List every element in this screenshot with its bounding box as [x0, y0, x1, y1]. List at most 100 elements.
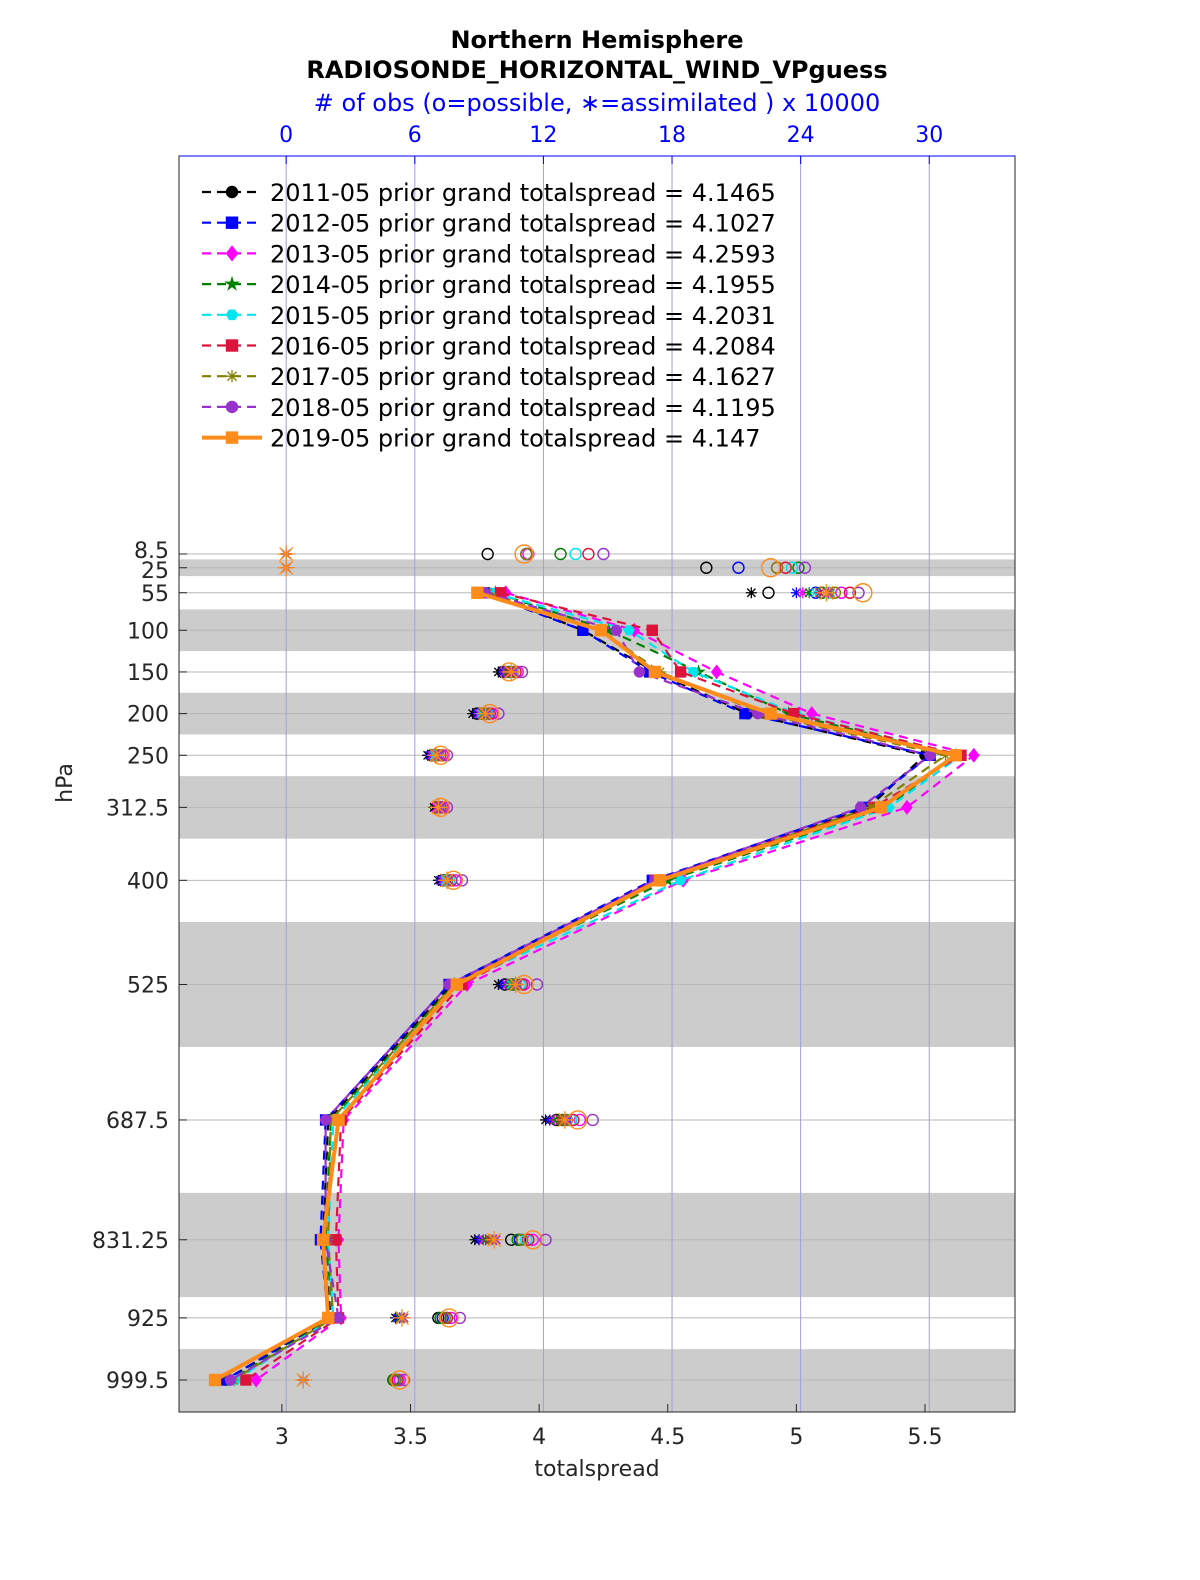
series-line-2014-05 [229, 591, 957, 1381]
obs-possible-11-3 [434, 1311, 447, 1325]
obs-possible-2-8 [853, 583, 873, 603]
obs-possible-12-7 [397, 1373, 411, 1387]
y-tick-label-1: 25 [141, 559, 169, 584]
series-point-2019-05-4 [949, 749, 963, 762]
top-tick-label-5: 30 [915, 123, 943, 148]
obs-possible-0-8 [514, 544, 534, 564]
obs-possible-0-7 [597, 547, 610, 561]
series-point-2019-05-2 [648, 665, 662, 679]
series-point-2018-05-8 [319, 1114, 332, 1126]
series-point-2016-05-2 [674, 666, 687, 678]
y-tick-label-13: 999.5 [106, 1369, 169, 1394]
x-tick-label-2: 4 [532, 1425, 546, 1450]
series-point-2019-05-8 [332, 1113, 345, 1127]
y-tick-label-0: 8.5 [134, 539, 169, 564]
obs-possible-1-3 [792, 561, 805, 574]
y-tick-label-10: 687.5 [106, 1109, 169, 1134]
top-tick-label-1: 6 [408, 123, 422, 148]
top-axis-label: # of obs (o=possible, ∗=assimilated ) x … [314, 89, 880, 117]
legend-marker-2013-05 [225, 245, 239, 262]
obs-possible-1-7 [798, 561, 812, 574]
legend-label-2012-05: 2012-05 prior grand totalspread = 4.1027 [270, 210, 776, 238]
y-tick-label-3: 100 [127, 619, 169, 644]
obs-possible-2-7 [852, 586, 865, 599]
obs-possible-7-7 [455, 874, 469, 887]
legend-marker-2015-05 [225, 309, 239, 321]
y-tick-label-8: 400 [127, 869, 169, 894]
obs-possible-0-6 [520, 547, 533, 561]
obs-assimilated-7-8 [438, 871, 456, 890]
obs-possible-0-0 [481, 547, 494, 561]
series-point-2015-05-6 [674, 875, 687, 886]
legend-marker-2012-05 [225, 216, 239, 229]
series-point-2019-05-3 [764, 707, 777, 720]
series-point-2018-05-2 [633, 666, 646, 678]
obs-possible-12-8 [390, 1370, 410, 1390]
legend-label-2011-05: 2011-05 prior grand totalspread = 4.1465 [270, 179, 776, 207]
series-point-2018-05-5 [854, 801, 867, 814]
series-point-2013-05-3 [806, 706, 818, 722]
series-point-2019-05-0 [471, 586, 484, 599]
series-point-2019-05-7 [450, 978, 464, 991]
x-tick-label-5: 5.5 [907, 1425, 942, 1450]
series-point-2013-05-11 [250, 1372, 262, 1388]
obs-assimilated-2-0 [745, 587, 757, 599]
obs-possible-11-8 [439, 1308, 459, 1328]
top-tick-label-3: 18 [658, 123, 686, 148]
x-axis-label: totalspread [534, 1457, 659, 1482]
series-point-2018-05-11 [224, 1374, 237, 1386]
obs-assimilated-4-8 [476, 704, 495, 723]
legend-label-2019-05: 2019-05 prior grand totalspread = 4.147 [270, 425, 760, 453]
series-point-2019-05-5 [875, 801, 888, 814]
series-point-2013-05-2 [710, 664, 723, 680]
legend-marker-2016-05 [225, 339, 239, 352]
obs-assimilated-6-8 [429, 798, 448, 817]
obs-possible-0-4 [569, 547, 582, 561]
legend-label-2018-05: 2018-05 prior grand totalspread = 4.1195 [270, 394, 776, 422]
obs-assimilated-0-8 [277, 545, 295, 563]
obs-assimilated-2-2 [797, 587, 809, 599]
obs-assimilated-10-8 [485, 1230, 503, 1249]
obs-assimilated-1-8 [277, 558, 295, 577]
shaded-band-5 [179, 1192, 1015, 1298]
x-tick-label-1: 3.5 [393, 1425, 428, 1450]
obs-possible-10-8 [522, 1230, 543, 1250]
y-tick-label-4: 150 [127, 661, 169, 686]
chart-title: Northern Hemisphere [450, 26, 743, 54]
obs-assimilated-3-8 [502, 663, 521, 681]
obs-possible-0-3 [554, 547, 567, 561]
obs-possible-10-7 [539, 1233, 552, 1246]
top-tick-label-0: 0 [279, 123, 293, 148]
chart-subtitle: RADIOSONDE_HORIZONTAL_WIND_VPguess [306, 56, 887, 84]
obs-assimilated-2-1 [790, 587, 802, 599]
obs-assimilated-2-8 [817, 583, 836, 602]
top-tick-label-4: 24 [787, 123, 815, 148]
series-line-2019-05 [214, 590, 958, 1382]
series-point-2015-05-2 [687, 667, 700, 677]
y-tick-label-6: 250 [127, 744, 169, 769]
series-point-2012-05-3 [739, 707, 751, 720]
obs-possible-10-6 [515, 1233, 529, 1246]
legend-marker-2011-05 [225, 185, 239, 199]
series-point-2013-05-5 [901, 799, 913, 815]
series-point-2018-05-1 [610, 624, 622, 636]
x-tick-label-3: 4.5 [650, 1425, 685, 1450]
legend-marker-2018-05 [225, 400, 239, 414]
obs-assimilated-2-3 [803, 587, 815, 599]
series-point-2019-05-1 [594, 624, 608, 637]
obs-assimilated-5-8 [427, 746, 446, 765]
obs-assimilated-11-8 [393, 1309, 411, 1327]
y-tick-label-9: 525 [127, 974, 169, 999]
legend: 2011-05 prior grand totalspread = 4.1465… [202, 179, 776, 453]
legend-label-2013-05: 2013-05 prior grand totalspread = 4.2593 [270, 240, 776, 268]
series-line-2013-05 [255, 591, 975, 1381]
series-line-2018-05 [229, 591, 932, 1381]
series-lines [208, 585, 980, 1388]
x-tick-label-4: 5 [789, 1425, 803, 1450]
series-point-2016-05-11 [240, 1374, 252, 1386]
obs-possible-2-0 [762, 586, 775, 599]
obs-possible-11-7 [453, 1311, 467, 1325]
y-tick-label-11: 831.25 [92, 1229, 169, 1254]
